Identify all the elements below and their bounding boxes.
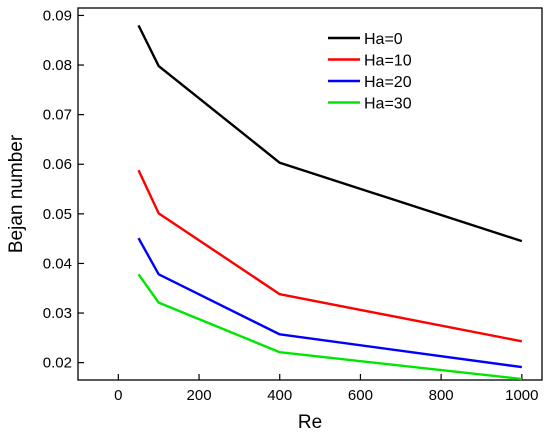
y-axis-label: Bejan number <box>6 134 27 253</box>
x-tick-label: 200 <box>187 387 212 404</box>
plot-frame <box>77 7 543 381</box>
x-tick-label: 1000 <box>505 387 538 404</box>
series-lines <box>137 24 523 381</box>
legend: Ha=0 Ha=10 Ha=20 Ha=30 <box>328 31 412 113</box>
x-tick-label: 800 <box>429 387 454 404</box>
y-axis-ticks: 0.02 0.03 0.04 0.05 0.06 0.07 0.08 0.09 <box>43 7 84 372</box>
legend-label: Ha=10 <box>364 53 412 70</box>
x-axis-label: Re <box>298 412 322 433</box>
y-tick-label: 0.07 <box>43 107 72 124</box>
series-line-ha-0 <box>137 24 523 243</box>
x-axis-ticks: 0 200 400 600 800 1000 <box>114 374 539 404</box>
legend-label: Ha=0 <box>364 31 403 48</box>
y-tick-label: 0.02 <box>43 355 72 372</box>
legend-label: Ha=30 <box>364 96 412 113</box>
y-tick-label: 0.05 <box>43 206 72 223</box>
x-tick-label: 600 <box>348 387 373 404</box>
series-line-ha-10 <box>137 169 523 343</box>
x-tick-label: 0 <box>114 387 122 404</box>
y-tick-label: 0.03 <box>43 305 72 322</box>
y-tick-label: 0.04 <box>43 255 72 272</box>
y-tick-label: 0.09 <box>43 7 72 24</box>
y-tick-label: 0.06 <box>43 156 72 173</box>
legend-label: Ha=20 <box>364 74 412 91</box>
series-line-ha-30 <box>137 273 522 381</box>
series-line-ha-20 <box>137 237 522 369</box>
y-tick-label: 0.08 <box>43 57 72 74</box>
x-tick-label: 400 <box>267 387 292 404</box>
